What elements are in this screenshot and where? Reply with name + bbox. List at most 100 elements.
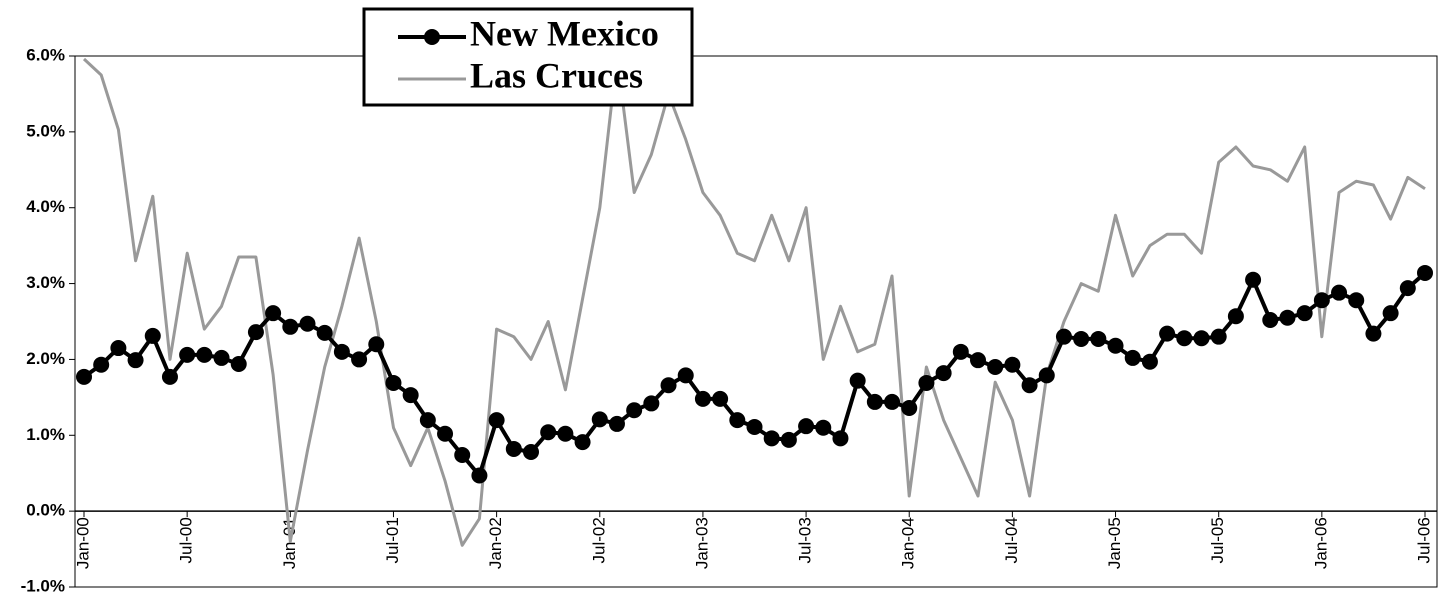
- point: [849, 372, 866, 389]
- point: [1004, 356, 1021, 373]
- point: [213, 349, 230, 366]
- x-tick-label: Jan-03: [692, 517, 711, 569]
- point: [643, 395, 660, 412]
- point: [247, 324, 264, 341]
- point: [385, 374, 402, 391]
- point: [1055, 328, 1072, 345]
- point: [1193, 330, 1210, 347]
- y-tick-label: 0.0%: [26, 501, 65, 520]
- point: [987, 359, 1004, 376]
- series-line: [82, 56, 1426, 547]
- point: [265, 305, 282, 322]
- y-tick-label: 4.0%: [26, 197, 65, 216]
- point: [1038, 367, 1055, 384]
- point: [161, 368, 178, 385]
- point: [798, 418, 815, 435]
- point: [1279, 309, 1296, 326]
- point: [505, 440, 522, 457]
- point: [712, 390, 729, 407]
- y-tick-label: 2.0%: [26, 349, 65, 368]
- point: [557, 425, 574, 442]
- point: [746, 418, 763, 435]
- y-tick-label: 6.0%: [26, 45, 65, 64]
- point: [1296, 305, 1313, 322]
- x-tick-label: Jan-02: [486, 517, 505, 569]
- point: [1021, 377, 1038, 394]
- point: [952, 343, 969, 360]
- point: [127, 352, 144, 369]
- point: [333, 343, 350, 360]
- y-tick-label: -1.0%: [21, 576, 65, 594]
- point: [230, 355, 247, 372]
- point: [540, 424, 557, 441]
- point: [351, 351, 368, 368]
- point: [1331, 284, 1348, 301]
- x-tick-label: Jul-06: [1414, 517, 1433, 563]
- point: [660, 377, 677, 394]
- point: [970, 352, 986, 369]
- point: [1227, 308, 1244, 325]
- point: [419, 412, 436, 429]
- x-tick-label: Jan-06: [1311, 517, 1330, 569]
- legend-label: Las Cruces: [470, 55, 643, 95]
- point: [1399, 280, 1416, 297]
- point: [591, 411, 608, 428]
- point: [471, 467, 488, 484]
- point: [454, 447, 471, 464]
- x-tick-label: Jul-01: [383, 517, 402, 563]
- point: [608, 415, 625, 432]
- point: [1382, 305, 1399, 322]
- point: [763, 430, 780, 447]
- point: [1107, 337, 1124, 354]
- point: [1124, 349, 1141, 366]
- point: [1073, 330, 1090, 347]
- series-line: [82, 271, 1427, 478]
- x-tick-label: Jul-05: [1208, 517, 1227, 563]
- point: [1141, 353, 1158, 370]
- point: [918, 374, 935, 391]
- point: [935, 365, 952, 382]
- point: [1090, 330, 1107, 347]
- x-tick-label: Jul-02: [589, 517, 608, 563]
- point: [299, 315, 316, 332]
- point: [76, 368, 92, 385]
- point: [196, 346, 213, 363]
- point: [574, 434, 591, 451]
- point: [815, 419, 832, 436]
- y-tick-label: 1.0%: [26, 425, 65, 444]
- x-tick-label: Jul-04: [1002, 517, 1021, 563]
- legend-marker: [424, 29, 440, 45]
- point: [884, 393, 901, 410]
- point: [402, 387, 419, 404]
- point: [282, 318, 299, 335]
- point: [901, 399, 918, 416]
- point: [93, 356, 110, 373]
- legend-label: New Mexico: [470, 13, 659, 53]
- point: [1245, 271, 1262, 288]
- point: [1210, 328, 1227, 345]
- x-tick-label: Jan-00: [73, 517, 92, 569]
- point: [677, 367, 694, 384]
- point: [866, 393, 883, 410]
- point: [1417, 264, 1433, 281]
- point: [1348, 292, 1365, 309]
- point: [110, 340, 127, 357]
- point: [179, 346, 196, 363]
- point: [832, 430, 849, 447]
- point: [488, 412, 505, 429]
- point: [1159, 325, 1176, 342]
- point: [626, 402, 643, 419]
- legend-box: [362, 7, 694, 107]
- point: [368, 336, 385, 353]
- x-tick-label: Jul-03: [796, 517, 815, 563]
- x-tick-label: Jan-01: [280, 517, 299, 569]
- point: [437, 425, 454, 442]
- point: [780, 431, 797, 448]
- point: [1262, 311, 1279, 328]
- point: [1313, 292, 1330, 309]
- point: [694, 390, 711, 407]
- point: [729, 412, 746, 429]
- plot-frame: [74, 55, 1438, 588]
- y-tick-label: 5.0%: [26, 121, 65, 140]
